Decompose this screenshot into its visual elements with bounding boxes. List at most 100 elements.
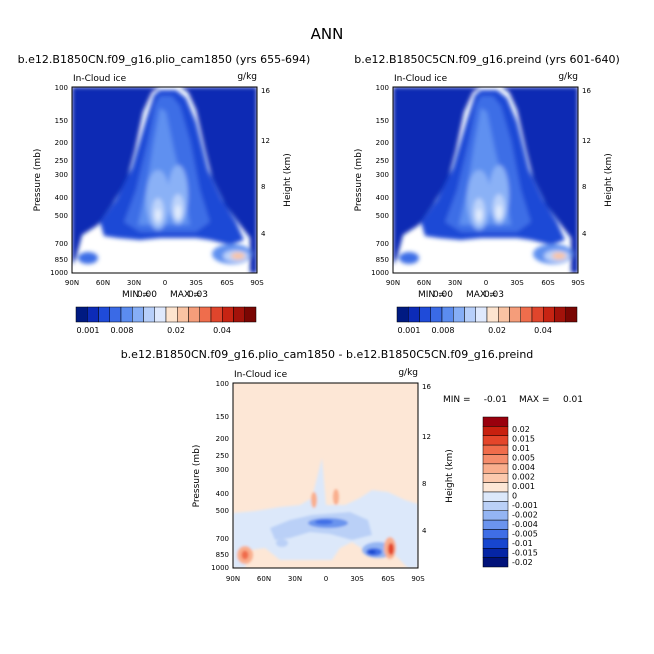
panel-preind: b.e12.B1850C5CN.f09_g16.preind (yrs 601-… [354, 53, 620, 335]
colorbar-swatch [486, 306, 499, 323]
svg-text:0.005: 0.005 [512, 454, 535, 463]
colorbar-swatch [482, 510, 509, 521]
colorbar-swatch [132, 306, 144, 323]
colorbar-swatch [464, 306, 476, 323]
colorbar-swatch [482, 491, 509, 502]
x-tick-label: 90S [250, 279, 264, 287]
y2-tick-label: 16 [261, 87, 270, 95]
svg-text:400: 400 [376, 194, 389, 202]
y2-tick-label: 4 [261, 230, 266, 238]
y-axis-title: Pressure (mb) [192, 445, 202, 508]
svg-text:100: 100 [376, 84, 389, 92]
svg-text:850: 850 [376, 256, 389, 264]
colorbar-swatch [482, 435, 509, 446]
colorbar-labels: 0.02 0.015 0.01 0.005 0.004 0.002 0.001 … [512, 425, 538, 567]
x-tick-label: 60N [96, 279, 110, 287]
cloud-ice-north [399, 252, 419, 264]
y-axis-right: 16 12 8 4 [261, 87, 270, 238]
svg-text:0: 0 [324, 575, 328, 583]
contour-field [72, 87, 257, 273]
colorbar-swatch [396, 306, 409, 323]
y-tick-label: 400 [55, 194, 68, 202]
svg-text:0.02: 0.02 [167, 326, 185, 335]
x-axis: 90N 60N 30N 0 30S 60S 90S [226, 575, 425, 583]
svg-text:850: 850 [216, 551, 229, 559]
y2-axis-title: Height (km) [604, 153, 614, 207]
colorbar-swatch [482, 548, 509, 558]
y2-axis-title: Height (km) [283, 153, 293, 207]
positive-north-2 [241, 550, 249, 560]
colorbar-swatch [482, 519, 509, 530]
svg-text:-0.001: -0.001 [512, 501, 538, 510]
colorbar-swatch [441, 306, 454, 323]
svg-text:90S: 90S [571, 279, 585, 287]
y-axis-right: 16 12 8 4 [582, 87, 591, 238]
svg-text:0.001: 0.001 [398, 326, 421, 335]
contour-level-1 [393, 87, 578, 273]
variable-label: In-Cloud ice [234, 370, 288, 380]
min-max-readout: MIN = 0.00 MAX = 0.03 [122, 290, 208, 300]
svg-text:8: 8 [422, 480, 426, 488]
y-tick-label: 850 [55, 256, 68, 264]
colorbar-swatch [453, 306, 465, 323]
svg-text:-0.015: -0.015 [512, 549, 538, 558]
colorbar-swatch [188, 306, 200, 323]
svg-text:60S: 60S [541, 279, 555, 287]
svg-text:0.03: 0.03 [188, 290, 208, 300]
x-axis: 90N 60N 30N 0 30S 60S 90S [386, 279, 585, 287]
variable-label: In-Cloud ice [73, 74, 127, 84]
svg-text:0.01: 0.01 [512, 444, 530, 453]
svg-text:250: 250 [216, 452, 229, 460]
y-axis-right: 16 12 8 4 [422, 383, 431, 535]
units-label: g/kg [237, 72, 257, 82]
colorbar-swatch [165, 306, 178, 323]
colorbar-swatch [482, 416, 509, 427]
svg-text:60N: 60N [417, 279, 431, 287]
svg-text:30S: 30S [510, 279, 524, 287]
svg-text:MAX =: MAX = [466, 290, 497, 300]
svg-text:-0.004: -0.004 [512, 520, 538, 529]
colorbar-labels: 0.001 0.008 0.02 0.04 [77, 326, 231, 335]
svg-text:200: 200 [376, 139, 389, 147]
positive-south-2 [388, 543, 394, 555]
svg-text:30N: 30N [448, 279, 462, 287]
negative-core-mid-inner [315, 519, 333, 525]
colorbar-swatch [482, 473, 509, 483]
colorbar-swatch [199, 306, 212, 323]
svg-text:0.002: 0.002 [512, 473, 535, 482]
svg-text:0.04: 0.04 [534, 326, 552, 335]
svg-text:0.004: 0.004 [512, 463, 535, 472]
svg-text:300: 300 [216, 466, 229, 474]
colorbar-swatch [520, 306, 533, 323]
y-tick-label: 300 [55, 171, 68, 179]
panel-title: b.e12.B1850CN.f09_g16.plio_cam1850 (yrs … [18, 53, 311, 66]
y2-tick-label: 12 [261, 137, 270, 145]
negative-south-3 [368, 550, 376, 554]
svg-text:0.03: 0.03 [484, 290, 504, 300]
x-tick-label: 30S [189, 279, 203, 287]
panel-plio: b.e12.B1850CN.f09_g16.plio_cam1850 (yrs … [18, 53, 311, 335]
colorbar-swatch [87, 306, 99, 323]
svg-text:-0.002: -0.002 [512, 511, 538, 520]
colorbar-swatch [475, 306, 488, 323]
y-axis-title: Pressure (mb) [33, 149, 43, 212]
svg-text:30N: 30N [288, 575, 302, 583]
svg-text:MIN =: MIN = [418, 290, 446, 300]
svg-text:-0.02: -0.02 [512, 558, 533, 567]
contour-field [233, 383, 418, 568]
svg-text:MAX =: MAX = [170, 290, 201, 300]
min-max-readout: MIN = 0.00 MAX = 0.03 [418, 290, 504, 300]
contour-level-7 [175, 205, 181, 219]
cloud-ice-north [78, 252, 98, 264]
cloud-ice-south-3 [552, 252, 566, 260]
svg-text:300: 300 [376, 171, 389, 179]
y2-tick-label: 8 [261, 183, 265, 191]
colorbar-swatch [430, 306, 443, 323]
colorbar-swatch [233, 306, 245, 323]
svg-text:0.001: 0.001 [77, 326, 100, 335]
colorbar-swatch [109, 306, 122, 323]
y-axis-left: 100 150 200 250 300 400 500 700 850 1000 [50, 84, 68, 277]
min-max-readout: MIN = -0.01 MAX = 0.01 [443, 395, 583, 405]
contour-level-1 [72, 87, 257, 273]
